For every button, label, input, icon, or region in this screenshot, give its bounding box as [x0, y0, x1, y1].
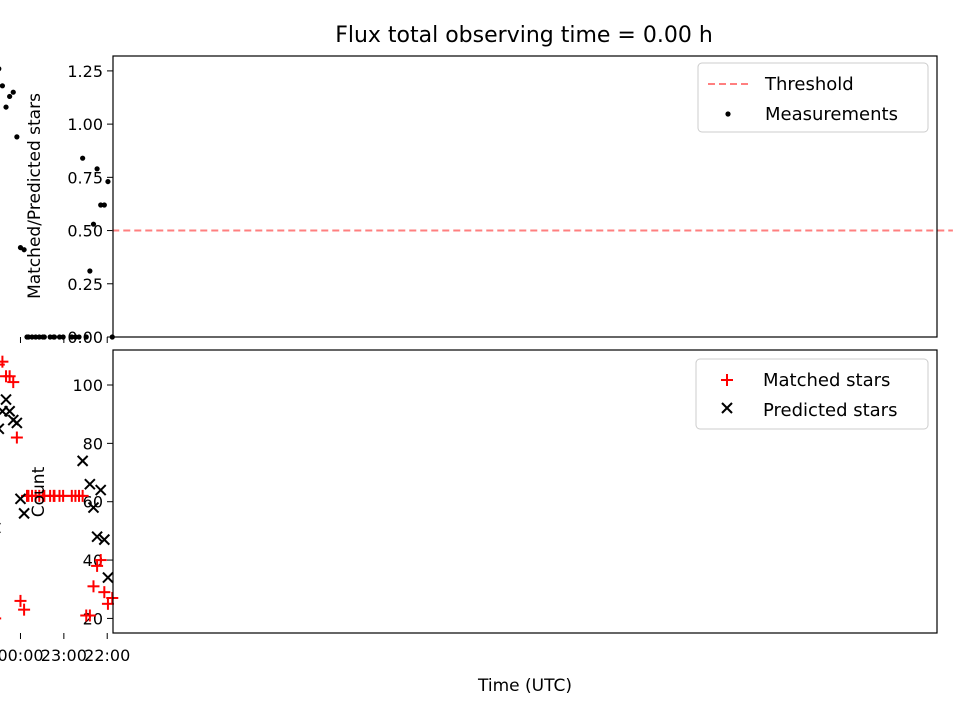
- ratio-y-tick-label: 0.25: [67, 275, 103, 294]
- legend-matched-label: Matched stars: [763, 370, 890, 391]
- measurement-point: [10, 89, 16, 95]
- measurement-point: [56, 334, 63, 340]
- measurement-point: [51, 334, 57, 340]
- predicted-star-point: [18, 507, 30, 520]
- matched-star-point: [10, 431, 23, 444]
- matched-star-point: [91, 559, 104, 572]
- measurement-point: [101, 202, 107, 208]
- ratio-plot-frame: [112, 55, 938, 338]
- measurement-point: [36, 334, 42, 340]
- measurement-point: [29, 334, 35, 340]
- measurement-point: [40, 334, 46, 340]
- ratio-y-tick-label: 1.25: [67, 62, 103, 81]
- matched-star-point: [80, 609, 93, 622]
- measurement-point: [76, 334, 82, 340]
- x-axis-label: Time (UTC): [477, 676, 572, 696]
- count-marks: [0, 355, 119, 622]
- matched-star-point: [98, 586, 111, 599]
- predicted-star-point: [84, 478, 96, 490]
- measurement-point: [60, 334, 66, 340]
- matched-star-point: [0, 363, 5, 366]
- matched-star-point: [101, 597, 114, 610]
- measurement-point: [0, 83, 6, 89]
- measurement-point: [72, 334, 79, 340]
- measurement-point: [3, 104, 9, 110]
- matched-star-point: [18, 603, 31, 616]
- count-x-tick-label: 00:00: [0, 646, 44, 665]
- measurement-point: [7, 93, 13, 100]
- predicted-star-point: [0, 393, 12, 406]
- measurement-point: [0, 66, 2, 72]
- measurement-point: [47, 334, 53, 340]
- measurement-point: [17, 244, 24, 251]
- legend-predicted-swatch: [721, 402, 733, 414]
- matched-star-point: [0, 355, 9, 368]
- matched-star-point: [0, 370, 13, 383]
- measurement-point: [33, 334, 39, 340]
- predicted-star-point: [98, 533, 111, 546]
- legend-threshold-label: Threshold: [764, 74, 854, 95]
- count-legend-box: [695, 358, 929, 430]
- ratio-y-ticks: 0.000.250.500.751.001.25: [67, 62, 113, 347]
- ratio-legend-box: [697, 62, 929, 133]
- predicted-star-point: [14, 493, 27, 505]
- predicted-star-point: [91, 531, 103, 543]
- count-x-tick-label: 22:00: [84, 646, 130, 665]
- count-legend: Matched stars Predicted stars: [695, 358, 929, 430]
- measurement-point: [90, 221, 97, 227]
- legend-measurements-swatch: [725, 111, 731, 117]
- predicted-star-point: [102, 571, 114, 584]
- count-y-tick-label: 20: [83, 609, 103, 628]
- predicted-star-point: [7, 414, 19, 426]
- ratio-y-tick-label: 0.75: [67, 168, 103, 187]
- matched-star-point: [87, 580, 100, 593]
- ratio-y-axis-label: Matched/Predicted stars: [25, 93, 45, 299]
- measurement-point: [105, 178, 111, 185]
- measurement-point: [69, 334, 75, 340]
- predicted-star-point: [76, 455, 89, 467]
- measurement-point: [87, 268, 93, 274]
- count-y-tick-label: 80: [83, 434, 103, 453]
- predicted-star-point: [0, 423, 5, 435]
- legend-measurements-label: Measurements: [765, 104, 898, 125]
- ratio-legend: Threshold Measurements: [697, 62, 929, 133]
- ratio-y-tick-label: 1.00: [67, 115, 103, 134]
- count-x-tick-label: 23:00: [41, 646, 87, 665]
- legend-matched-swatch: [721, 374, 733, 386]
- measurement-point: [83, 334, 89, 340]
- ratio-panel: Flux total observing time = 0.00 h 0.000…: [0, 23, 953, 347]
- measurement-point: [98, 202, 104, 208]
- ratio-y-tick-label: 0.50: [67, 222, 103, 241]
- measurement-point: [94, 166, 100, 172]
- matched-star-point: [14, 594, 27, 607]
- predicted-star-point: [95, 484, 107, 496]
- count-y-tick-label: 100: [72, 376, 103, 395]
- measurement-point: [24, 334, 30, 340]
- count-y-axis-label: Count: [29, 466, 49, 517]
- predicted-star-point: [87, 501, 100, 514]
- ratio-marks: [0, 66, 115, 340]
- predicted-star-point: [0, 405, 9, 417]
- chart-title: Flux total observing time = 0.00 h: [335, 23, 713, 48]
- count-plot-frame: [112, 349, 938, 634]
- count-y-tick-label: 60: [83, 493, 103, 512]
- legend-predicted-label: Predicted stars: [763, 400, 897, 421]
- measurement-point: [14, 134, 20, 140]
- measurement-point: [80, 155, 86, 161]
